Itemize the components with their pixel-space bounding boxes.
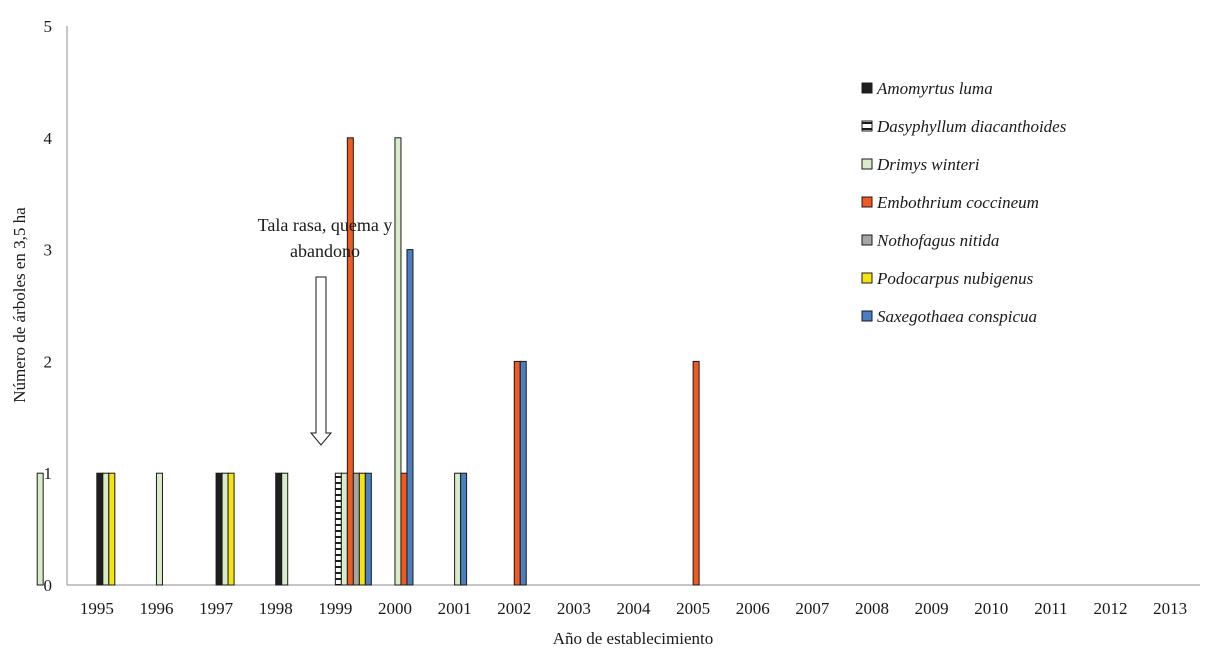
- x-axis-title: Año de establecimiento: [553, 629, 714, 648]
- annotation: Tala rasa, quema y abandono: [258, 215, 393, 446]
- bar: [454, 472, 462, 586]
- bar: [334, 472, 342, 586]
- y-tick-labels: 0 1 2 3 4 5: [44, 17, 53, 595]
- x-tick-label: 2009: [915, 599, 949, 618]
- bar: [513, 360, 521, 586]
- annotation-line-2: abandono: [290, 241, 360, 261]
- legend: Amomyrtus luma Dasyphyllum diacanthoides D…: [861, 79, 1067, 326]
- bar: [227, 472, 235, 586]
- legend-swatch: [861, 310, 873, 322]
- x-tick-label: 1997: [199, 599, 234, 618]
- x-tick-label: 2008: [855, 599, 889, 618]
- bar: [346, 137, 354, 586]
- legend-label: Dasyphyllum diacanthoides: [876, 117, 1067, 136]
- bar: [340, 472, 348, 586]
- legend-swatch: [861, 120, 873, 132]
- bar: [352, 472, 360, 586]
- bars: [36, 137, 700, 586]
- y-tick-label: 2: [44, 352, 53, 371]
- legend-label: Drimys winteri: [876, 155, 980, 174]
- x-tick-label: 2010: [974, 599, 1008, 618]
- annotation-line-1: Tala rasa, quema y: [258, 215, 393, 235]
- bar: [519, 360, 527, 586]
- legend-swatch: [861, 234, 873, 246]
- bar: [358, 472, 366, 586]
- legend-label: Nothofagus nitida: [876, 231, 999, 250]
- bar: [460, 472, 468, 586]
- bar: [400, 472, 408, 586]
- legend-label: Embothrium coccineum: [876, 193, 1039, 212]
- y-axis-title: Número de árboles en 3,5 ha: [10, 207, 29, 403]
- y-tick-label: 0: [44, 576, 53, 595]
- x-tick-label: 2011: [1034, 599, 1067, 618]
- x-tick-label: 2006: [736, 599, 770, 618]
- bar: [108, 472, 116, 586]
- annotation-arrow: [309, 276, 333, 446]
- y-tick-label: 3: [44, 241, 53, 260]
- bar: [394, 137, 402, 586]
- x-tick-label: 2003: [557, 599, 591, 618]
- bar: [102, 472, 110, 586]
- bar: [36, 472, 44, 586]
- x-tick-label: 2002: [497, 599, 531, 618]
- x-tick-label: 1995: [80, 599, 114, 618]
- x-tick-label: 2012: [1094, 599, 1128, 618]
- x-tick-label: 2013: [1153, 599, 1187, 618]
- legend-swatch: [861, 158, 873, 170]
- legend-swatch: [861, 272, 873, 284]
- bar: [692, 360, 700, 586]
- bar: [155, 472, 163, 586]
- x-tick-label: 2000: [378, 599, 412, 618]
- axes: [66, 26, 1200, 586]
- x-tick-labels: 1995 1996 1997 1998 1999 2000 2001 2002 2003 2004…: [80, 599, 1187, 618]
- x-tick-label: 1999: [318, 599, 352, 618]
- x-tick-label: 2001: [438, 599, 472, 618]
- bar: [215, 472, 223, 586]
- x-tick-label: 1996: [139, 599, 173, 618]
- x-tick-label: 1998: [259, 599, 293, 618]
- legend-label: Podocarpus nubigenus: [876, 269, 1034, 288]
- bar: [406, 249, 414, 586]
- x-tick-label: 2007: [795, 599, 830, 618]
- x-tick-label: 2004: [617, 599, 652, 618]
- x-tick-label: 2005: [676, 599, 710, 618]
- bar: [281, 472, 289, 586]
- bar: [96, 472, 104, 586]
- legend-swatch: [861, 196, 873, 208]
- bar: [221, 472, 229, 586]
- bar: [275, 472, 283, 586]
- y-tick-label: 1: [44, 464, 53, 483]
- bar: [364, 472, 372, 586]
- legend-label: Saxegothaea conspicua: [877, 307, 1037, 326]
- legend-swatch: [861, 82, 873, 94]
- y-tick-label: 4: [44, 129, 53, 148]
- y-tick-label: 5: [44, 17, 53, 36]
- legend-label: Amomyrtus luma: [876, 79, 993, 98]
